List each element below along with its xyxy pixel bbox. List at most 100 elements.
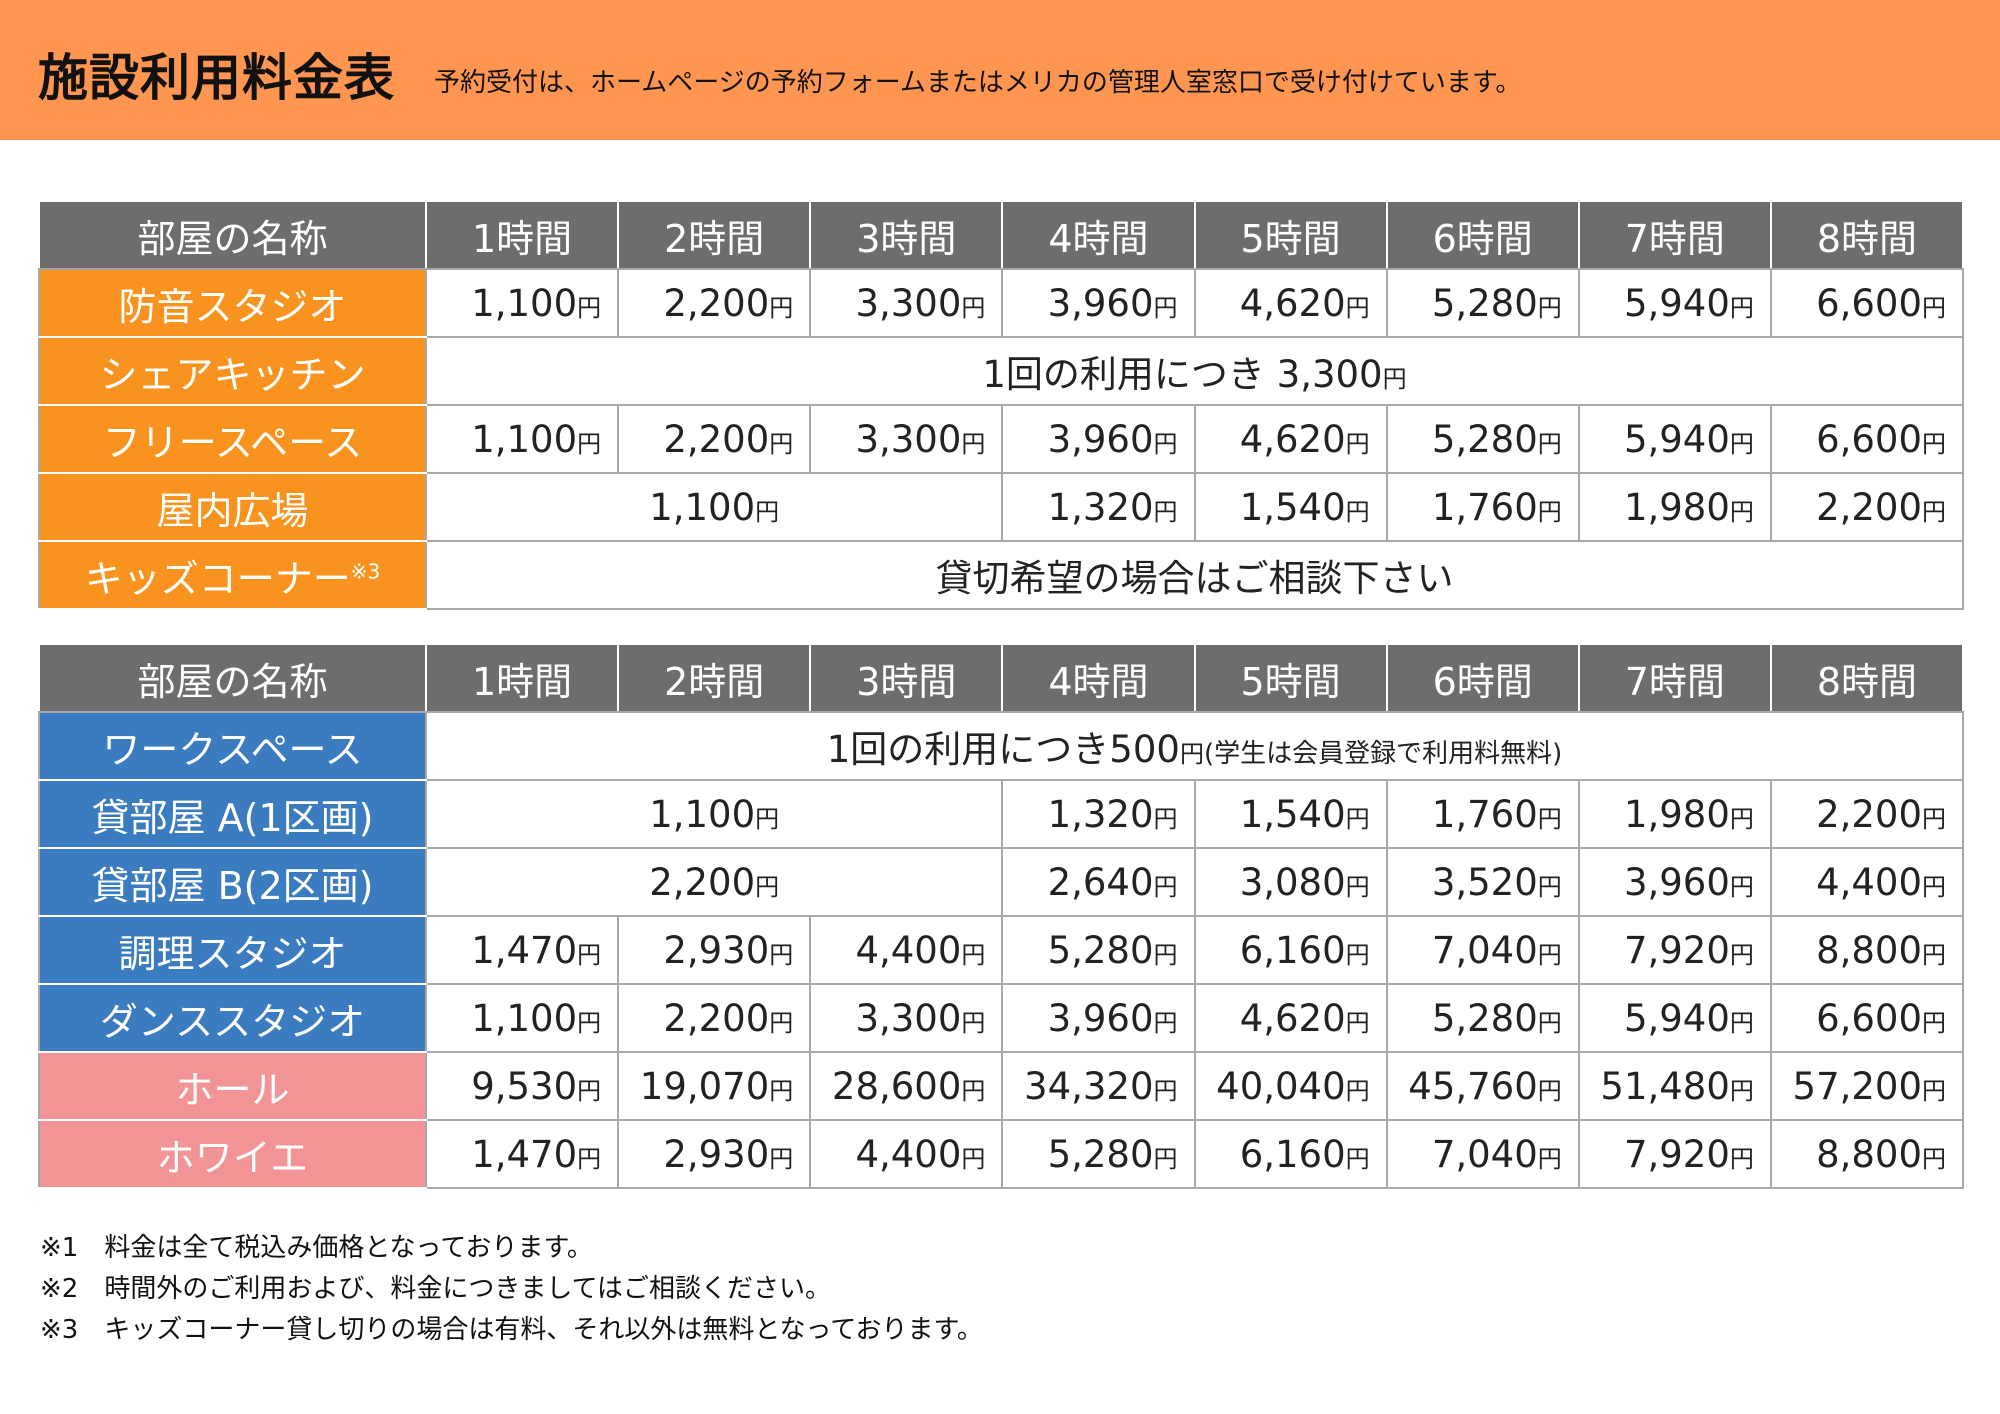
- price-cell: 2,930円: [617, 915, 812, 985]
- room-name: 防音スタジオ: [38, 268, 427, 338]
- title: 施設利用料金表: [38, 49, 395, 107]
- price-cell: 34,320円: [1001, 1051, 1196, 1121]
- footnote: ※3 キッズコーナー貸し切りの場合は有料、それ以外は無料となっております。: [40, 1315, 983, 1345]
- room-name-text: 貸部屋 A(1区画): [91, 795, 374, 840]
- price-cell: 4,620円: [1193, 983, 1388, 1053]
- footnote: ※2 時間外のご利用および、料金につきましてはご相談ください。: [40, 1274, 832, 1304]
- price-cell: 1回の利用につき 3,300円: [425, 336, 1964, 406]
- price-cell: 57,200円: [1769, 1051, 1965, 1121]
- price-cell: 5,940円: [1577, 983, 1772, 1053]
- price-cell: 2,200円: [617, 268, 812, 338]
- price-cell: 2,200円: [617, 404, 812, 474]
- price-cell: 4,620円: [1193, 268, 1388, 338]
- room-name: ホール: [38, 1051, 427, 1121]
- row: 屋内広場 1,100円 1,320円 1,540円 1,760円 1,980円 2,200円: [38, 472, 1965, 542]
- price-cell: 6,160円: [1193, 915, 1388, 985]
- price-cell: 51,480円: [1577, 1051, 1772, 1121]
- price-cell: 3,520円: [1385, 847, 1580, 917]
- price-cell: 2,200円: [1769, 779, 1965, 849]
- price-cell: 3,300円: [809, 268, 1004, 338]
- price-cell: 1,980円: [1577, 472, 1772, 542]
- column-header: 3時間: [809, 200, 1004, 270]
- price-cell: 1,470円: [424, 915, 620, 985]
- price-cell: 4,400円: [809, 1119, 1004, 1189]
- price-cell: 5,940円: [1577, 268, 1772, 338]
- price-cell: 1,100円: [424, 268, 620, 338]
- price-cell: 6,600円: [1769, 404, 1965, 474]
- column-header: 4時間: [1001, 643, 1196, 713]
- room-name: ワークスペース: [38, 711, 427, 781]
- price-cell: 1,760円: [1385, 472, 1580, 542]
- price-cell: 1,540円: [1193, 779, 1388, 849]
- price-cell: 3,960円: [1001, 983, 1196, 1053]
- price-cell: 4,620円: [1193, 404, 1388, 474]
- header-row: 部屋の名称 1時間 2時間 3時間 4時間 5時間 6時間 7時間 8時間: [38, 643, 1965, 713]
- column-header: 8時間: [1769, 200, 1965, 270]
- column-header: 1時間: [424, 643, 620, 713]
- row: シェアキッチン 1回の利用につき 3,300円: [38, 336, 1964, 406]
- row: 防音スタジオ 1,100円 2,200円 3,300円 3,960円 4,620円 5,28…: [38, 268, 1965, 338]
- price-cell: 1回の利用につき500円(学生は会員登録で利用料無料): [425, 711, 1964, 781]
- column-header: 3時間: [809, 643, 1004, 713]
- price-cell: 40,040円: [1193, 1051, 1388, 1121]
- row: フリースペース 1,100円 2,200円 3,300円 3,960円 4,620円 5,2…: [38, 404, 1965, 474]
- row: ワークスペース 1回の利用につき500円(学生は会員登録で利用料無料): [38, 711, 1964, 781]
- price-cell: 6,600円: [1769, 268, 1965, 338]
- room-name: ホワイエ: [38, 1119, 427, 1189]
- room-name-text: ホール: [175, 1067, 290, 1112]
- room-name: 屋内広場: [38, 472, 427, 542]
- price-cell: 2,200円: [424, 847, 1004, 917]
- column-header: 5時間: [1193, 200, 1388, 270]
- room-name-text: ワークスペース: [102, 727, 363, 772]
- price-cell: 3,300円: [809, 404, 1004, 474]
- footnote: ※1 料金は全て税込み価格となっております。: [40, 1233, 593, 1263]
- price-cell: 4,400円: [1769, 847, 1965, 917]
- notes: ※1 料金は全て税込み価格となっております。 ※2 時間外のご利用および、料金につ…: [40, 1228, 983, 1351]
- column-header: 8時間: [1769, 643, 1965, 713]
- price-cell: 3,960円: [1577, 847, 1772, 917]
- price-cell: 1,470円: [424, 1119, 620, 1189]
- price-cell: 2,200円: [617, 983, 812, 1053]
- room-name-text: 屋内広場: [156, 488, 309, 533]
- room-name-text: フリースペース: [102, 420, 363, 465]
- note-mark: ※3: [350, 558, 381, 583]
- price-cell: 3,300円: [809, 983, 1004, 1053]
- column-header: 2時間: [617, 200, 812, 270]
- price-cell: 5,280円: [1001, 915, 1196, 985]
- price-cell: 45,760円: [1385, 1051, 1580, 1121]
- price-cell: 7,040円: [1385, 915, 1580, 985]
- price-cell: 1,320円: [1001, 779, 1196, 849]
- price-cell: 5,940円: [1577, 404, 1772, 474]
- column-header: 部屋の名称: [38, 643, 427, 713]
- column-header: 6時間: [1385, 200, 1580, 270]
- row: 貸部屋 A(1区画) 1,100円 1,320円 1,540円 1,760円 1,980円…: [38, 779, 1965, 849]
- column-header: 1時間: [424, 200, 620, 270]
- row: ダンススタジオ 1,100円 2,200円 3,300円 3,960円 4,620円 5,2…: [38, 983, 1965, 1053]
- room-name-text: ダンススタジオ: [99, 999, 366, 1044]
- row: ホール 9,530円 19,070円 28,600円 34,320円 40,040円 45,…: [38, 1051, 1965, 1121]
- room-name-text: 貸部屋 B(2区画): [91, 863, 374, 908]
- price-cell: 6,600円: [1769, 983, 1965, 1053]
- price-cell: 8,800円: [1769, 915, 1965, 985]
- room-name: 貸部屋 A(1区画): [38, 779, 427, 849]
- column-header: 部屋の名称: [38, 200, 427, 270]
- room-name-text: 防音スタジオ: [118, 284, 347, 329]
- room-name: 貸部屋 B(2区画): [38, 847, 427, 917]
- header-row: 部屋の名称 1時間 2時間 3時間 4時間 5時間 6時間 7時間 8時間: [38, 200, 1965, 270]
- header-band: 施設利用料金表 予約受付は、ホームページの予約フォームまたはメリカの管理人室窓口…: [0, 0, 2000, 140]
- subtitle: 予約受付は、ホームページの予約フォームまたはメリカの管理人室窓口で受け付けていま…: [434, 68, 1522, 98]
- price-cell: 6,160円: [1193, 1119, 1388, 1189]
- price-cell: 1,100円: [424, 779, 1004, 849]
- row: ホワイエ 1,470円 2,930円 4,400円 5,280円 6,160円 7,040円…: [38, 1119, 1965, 1189]
- price-cell: 1,980円: [1577, 779, 1772, 849]
- price-cell: 7,040円: [1385, 1119, 1580, 1189]
- row: 調理スタジオ 1,470円 2,930円 4,400円 5,280円 6,160円 7,04…: [38, 915, 1965, 985]
- price-cell: 1,540円: [1193, 472, 1388, 542]
- price-cell: 5,280円: [1001, 1119, 1196, 1189]
- price-cell: 19,070円: [617, 1051, 812, 1121]
- column-header: 6時間: [1385, 643, 1580, 713]
- room-name: シェアキッチン: [38, 336, 427, 406]
- column-header: 7時間: [1577, 200, 1772, 270]
- price-cell: 1,100円: [424, 472, 1004, 542]
